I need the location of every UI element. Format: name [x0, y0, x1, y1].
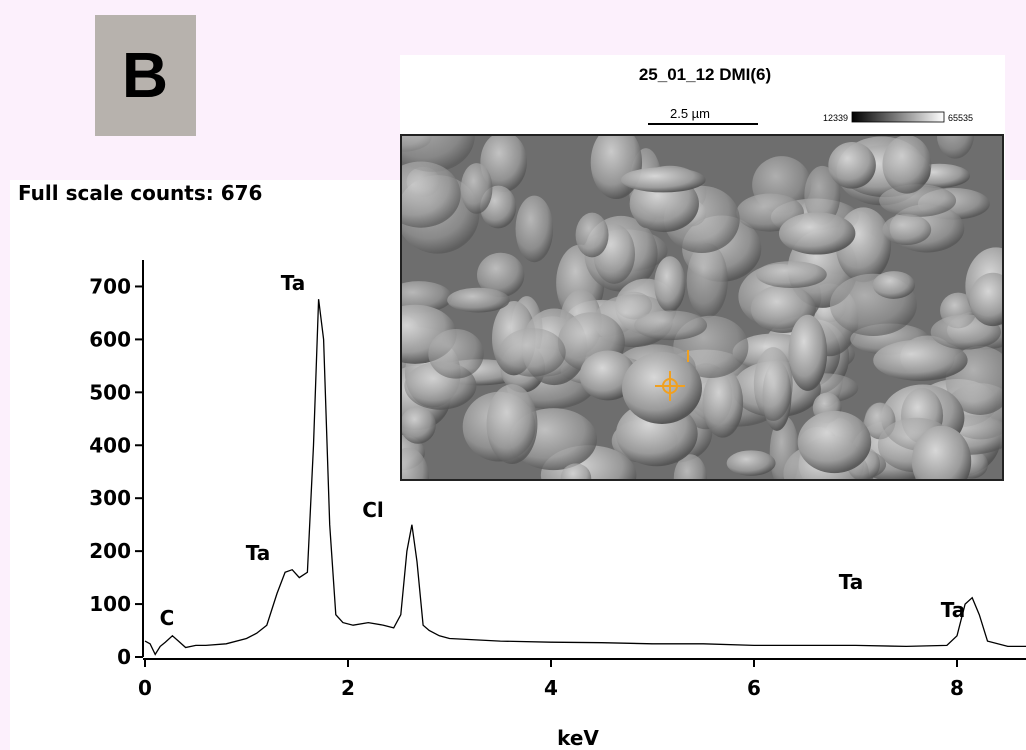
particle [872, 271, 916, 299]
x-tick-label: 0 [138, 676, 152, 700]
y-tick-label: 500 [89, 380, 131, 404]
scale-bar-label: 2.5 µm [670, 106, 710, 121]
y-tick-label: 600 [89, 327, 131, 351]
y-tick-label: 100 [89, 592, 131, 616]
particle [447, 287, 510, 313]
particle [873, 339, 968, 381]
particle [477, 252, 525, 298]
y-tick-label: 200 [89, 539, 131, 563]
crosshair [655, 350, 689, 401]
particle [401, 447, 429, 480]
particle [911, 425, 972, 480]
chart-title: Full scale counts: 676 [18, 181, 262, 205]
gray-scale [851, 111, 945, 123]
particle [686, 242, 728, 318]
x-tick-label: 2 [341, 676, 355, 700]
particle [654, 256, 686, 313]
peak-label: Ta [941, 598, 966, 622]
particle [622, 352, 702, 424]
x-tick-label: 4 [544, 676, 558, 700]
panel-label-box [95, 15, 196, 136]
gray-scale-low: 12339 [823, 113, 848, 123]
x-axis-label: keV [557, 726, 599, 750]
sem-image [401, 135, 1003, 480]
particle [882, 214, 932, 245]
particle [673, 454, 707, 480]
particle [499, 328, 566, 377]
particle [804, 165, 841, 225]
panel-label: B [122, 39, 168, 111]
gray-scale-high: 65535 [948, 113, 973, 123]
sem-frame [400, 134, 1004, 481]
particle [756, 261, 827, 289]
particle [797, 410, 872, 474]
particle [575, 212, 609, 258]
image-title: 25_01_12 DMI(6) [639, 65, 771, 84]
particle [778, 212, 856, 255]
particle [401, 406, 436, 444]
particle [753, 347, 793, 421]
particle [480, 135, 527, 193]
y-tick-label: 300 [89, 486, 131, 510]
particle [936, 135, 974, 159]
particle [515, 195, 554, 263]
particle [702, 368, 744, 438]
particle [882, 135, 932, 194]
particle [634, 310, 708, 341]
peak-label: Ta [839, 570, 864, 594]
particle [428, 328, 484, 379]
particle [788, 314, 828, 391]
peak-label: Ta [281, 271, 306, 295]
particle [460, 163, 493, 214]
particle [486, 384, 538, 464]
x-tick-label: 8 [950, 676, 964, 700]
particle [828, 141, 876, 189]
particle [879, 184, 957, 217]
peak-label: Cl [362, 498, 384, 522]
particle [620, 167, 706, 193]
particle [726, 450, 776, 476]
x-tick-label: 6 [747, 676, 761, 700]
peak-label: Ta [246, 541, 271, 565]
particle [560, 463, 592, 480]
y-tick-label: 700 [89, 274, 131, 298]
y-tick-label: 0 [117, 645, 131, 669]
particle [401, 161, 461, 228]
spectrum-line [144, 299, 1026, 656]
peak-label: C [160, 606, 175, 630]
plot: 01002003004005006007000246810CTaTaClTaTa [89, 260, 1026, 700]
particle [969, 272, 1003, 327]
y-tick-label: 400 [89, 433, 131, 457]
